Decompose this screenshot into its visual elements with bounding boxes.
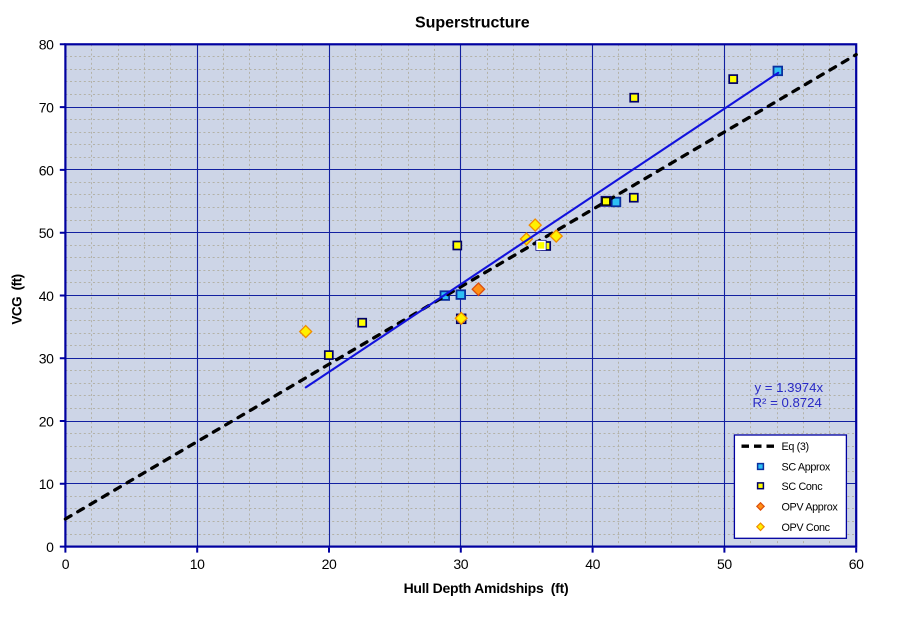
svg-text:SC Approx: SC Approx xyxy=(782,462,831,474)
svg-text:60: 60 xyxy=(849,556,864,572)
svg-text:20: 20 xyxy=(322,556,337,572)
svg-text:10: 10 xyxy=(39,476,54,492)
svg-text:VCG (ft): VCG (ft) xyxy=(10,274,25,324)
svg-text:y = 1.3974x: y = 1.3974x xyxy=(755,380,824,395)
svg-text:10: 10 xyxy=(190,556,205,572)
svg-text:Hull Depth Amidships (ft): Hull Depth Amidships (ft) xyxy=(404,580,569,596)
svg-text:50: 50 xyxy=(717,556,732,572)
svg-text:70: 70 xyxy=(39,100,54,116)
svg-text:40: 40 xyxy=(39,288,54,304)
svg-text:20: 20 xyxy=(39,413,54,429)
svg-text:0: 0 xyxy=(62,556,70,572)
svg-text:80: 80 xyxy=(39,37,54,53)
svg-text:SC Conc: SC Conc xyxy=(782,481,824,493)
svg-text:Superstructure: Superstructure xyxy=(415,14,530,31)
svg-text:40: 40 xyxy=(585,556,600,572)
svg-text:Eq (3): Eq (3) xyxy=(782,441,809,453)
svg-text:R² = 0.8724: R² = 0.8724 xyxy=(753,395,822,410)
svg-text:50: 50 xyxy=(39,225,54,241)
svg-text:60: 60 xyxy=(39,162,54,178)
svg-text:OPV Approx: OPV Approx xyxy=(782,501,839,513)
svg-text:OPV Conc: OPV Conc xyxy=(782,522,831,534)
svg-text:30: 30 xyxy=(453,556,468,572)
svg-text:30: 30 xyxy=(39,351,54,367)
svg-text:0: 0 xyxy=(46,539,54,555)
